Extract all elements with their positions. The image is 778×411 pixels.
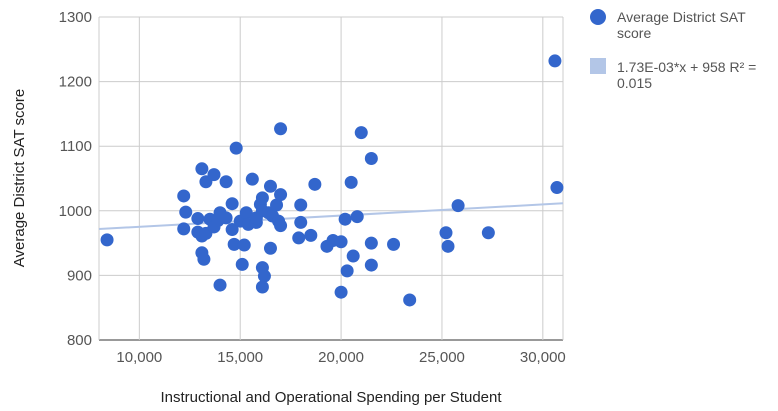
- data-point: [364, 236, 378, 250]
- legend: Average District SAT score 1.73E-03*x + …: [590, 9, 756, 91]
- trendline-group: [98, 202, 564, 230]
- x-tick-label: 30,000: [520, 349, 566, 366]
- data-point: [177, 222, 191, 236]
- data-point: [548, 54, 562, 68]
- data-point: [239, 206, 253, 220]
- x-axis-title: Instructional and Operational Spending p…: [160, 389, 502, 406]
- x-axis-ticks: 10,000 15,000 20,000 25,000 30,000: [116, 349, 565, 366]
- y-axis-ticks: 800 900 1000 1100 1200 1300: [59, 9, 92, 349]
- data-point: [340, 264, 354, 278]
- data-point: [179, 205, 193, 219]
- data-point: [274, 122, 288, 136]
- data-point: [292, 231, 306, 245]
- x-tick-label: 25,000: [419, 349, 465, 366]
- x-tick-label: 15,000: [217, 349, 263, 366]
- data-point: [219, 175, 233, 189]
- data-point: [334, 235, 348, 249]
- data-point: [255, 191, 269, 205]
- data-point: [229, 141, 243, 155]
- y-axis-title: Average District SAT score: [11, 89, 28, 267]
- legend-trendline-label-line2: 0.015: [617, 75, 652, 91]
- data-point: [263, 241, 277, 255]
- data-point: [354, 126, 368, 140]
- data-point: [294, 198, 308, 212]
- data-point: [451, 199, 465, 213]
- data-point: [403, 293, 417, 307]
- data-point: [481, 226, 495, 240]
- data-point: [270, 198, 284, 212]
- data-point: [225, 223, 239, 237]
- data-point: [195, 162, 209, 176]
- y-tick-label: 800: [67, 332, 92, 349]
- y-tick-label: 1100: [60, 138, 92, 155]
- data-point: [308, 177, 322, 191]
- legend-series-label-line1: Average District SAT: [617, 9, 746, 25]
- data-point: [304, 228, 318, 242]
- data-point: [294, 215, 308, 229]
- y-tick-label: 1200: [59, 74, 92, 91]
- data-point: [334, 285, 348, 299]
- data-point: [338, 212, 352, 226]
- data-point: [213, 278, 227, 292]
- data-point: [274, 188, 288, 202]
- gridlines: [98, 16, 564, 341]
- data-point: [263, 179, 277, 193]
- data-point: [245, 172, 259, 186]
- data-point: [364, 151, 378, 165]
- data-point: [191, 212, 205, 226]
- data-point: [344, 175, 358, 189]
- data-point: [439, 226, 453, 240]
- data-point: [227, 237, 241, 251]
- data-point: [387, 237, 401, 251]
- data-point: [364, 258, 378, 272]
- data-point: [235, 257, 249, 271]
- y-tick-label: 1300: [59, 9, 92, 26]
- legend-trendline-label-line1: 1.73E-03*x + 958 R² =: [617, 59, 756, 75]
- y-tick-label: 1000: [59, 203, 92, 220]
- x-tick-label: 10,000: [116, 349, 162, 366]
- data-point: [550, 181, 564, 195]
- legend-series-label-line2: score: [617, 25, 651, 41]
- data-point: [257, 269, 271, 283]
- data-points: [100, 54, 564, 307]
- data-point: [346, 249, 360, 263]
- data-point: [441, 239, 455, 253]
- legend-series-marker: [590, 9, 606, 25]
- data-point: [225, 197, 239, 211]
- data-point: [350, 210, 364, 224]
- data-point: [274, 219, 288, 233]
- x-tick-label: 20,000: [318, 349, 364, 366]
- data-point: [100, 233, 114, 247]
- data-point: [177, 189, 191, 203]
- data-point: [237, 238, 251, 252]
- trendline: [98, 202, 564, 230]
- data-point: [219, 211, 233, 225]
- legend-trendline-marker: [590, 58, 606, 74]
- y-tick-label: 900: [67, 267, 92, 284]
- data-point: [197, 252, 211, 266]
- data-point: [255, 280, 269, 294]
- data-point: [207, 168, 221, 182]
